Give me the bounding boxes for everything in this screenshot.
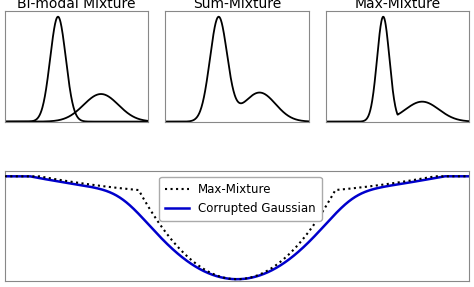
Max-Mixture	[453, 174, 459, 178]
Corrupted Gaussian	[234, 278, 240, 281]
Max-Mixture	[234, 278, 240, 281]
Corrupted Gaussian	[368, 188, 374, 192]
Corrupted Gaussian	[2, 174, 8, 178]
Max-Mixture	[216, 274, 221, 278]
Title: Sum-Mixture: Sum-Mixture	[193, 0, 281, 11]
Max-Mixture	[26, 174, 31, 178]
Corrupted Gaussian	[216, 275, 221, 278]
Corrupted Gaussian	[26, 174, 31, 178]
Max-Mixture	[466, 174, 472, 178]
Corrupted Gaussian	[466, 174, 472, 178]
Title: Max-Mixture: Max-Mixture	[355, 0, 441, 11]
Corrupted Gaussian	[453, 174, 459, 178]
Corrupted Gaussian	[453, 174, 459, 178]
Max-Mixture	[453, 174, 459, 178]
Title: Bi-modal Mixture: Bi-modal Mixture	[17, 0, 136, 11]
Max-Mixture	[368, 185, 374, 188]
Max-Mixture	[228, 277, 234, 281]
Line: Corrupted Gaussian: Corrupted Gaussian	[5, 176, 469, 279]
Corrupted Gaussian	[228, 277, 234, 281]
Max-Mixture	[2, 174, 8, 178]
Line: Max-Mixture: Max-Mixture	[5, 176, 469, 279]
Legend: Max-Mixture, Corrupted Gaussian: Max-Mixture, Corrupted Gaussian	[159, 177, 322, 221]
